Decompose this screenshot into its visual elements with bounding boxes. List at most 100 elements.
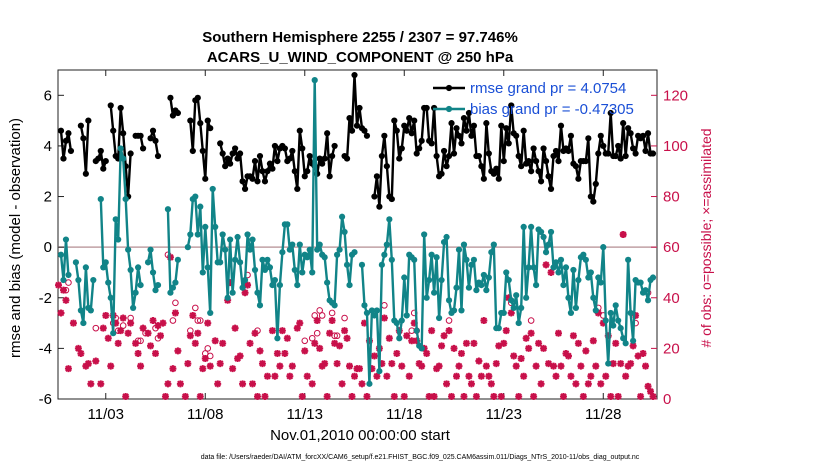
obs-assimilated-point: [323, 392, 331, 400]
obs-assimilated-point: [559, 392, 567, 400]
obs-assimilated-point: [321, 360, 329, 368]
bias-point: [314, 246, 321, 253]
obs-assimilated-point: [569, 332, 577, 340]
rmse-point: [525, 158, 532, 165]
y-left-tick-label: -4: [39, 340, 52, 357]
obs-assimilated-point: [607, 392, 615, 400]
bias-point: [401, 274, 408, 281]
rmse-point: [455, 132, 463, 139]
rmse-point: [239, 178, 246, 185]
bias-point: [637, 279, 644, 286]
obs-assimilated-point: [443, 380, 451, 388]
x-axis-label: Nov.01,2010 00:00:00 start: [270, 427, 451, 444]
obs-assimilated-point: [355, 365, 363, 373]
obs-assimilated-point: [298, 392, 306, 400]
bias-point: [617, 325, 624, 332]
obs-assimilated-point: [532, 362, 540, 370]
rmse-point: [493, 165, 500, 172]
chart-title-line2: ACARS_U_WIND_COMPONENT @ 250 hPa: [207, 49, 514, 66]
rmse-point: [617, 155, 624, 162]
rmse-point: [251, 158, 259, 165]
obs-assimilated-point: [438, 342, 446, 350]
rmse-point: [468, 132, 475, 139]
obs-assimilated-point: [256, 347, 264, 355]
obs-assimilated-point: [214, 380, 222, 388]
rmse-point: [351, 71, 358, 79]
rmse-point: [274, 158, 281, 165]
bias-point: [274, 335, 281, 342]
rmse-point: [82, 170, 89, 177]
obs-assimilated-point: [343, 334, 351, 342]
obs-assimilated-point: [554, 329, 562, 337]
bias-point: [480, 271, 487, 279]
rmse-point: [306, 152, 313, 160]
bias-point: [445, 297, 453, 304]
rmse-point: [289, 147, 296, 155]
rmse-point: [411, 117, 418, 124]
rmse-point: [361, 127, 368, 134]
bias-point: [217, 259, 224, 266]
obs-assimilated-point: [328, 317, 336, 325]
bias-point: [518, 304, 525, 311]
rmse-point: [575, 175, 582, 182]
obs-assimilated-point: [557, 362, 565, 370]
rmse-point: [545, 173, 552, 180]
obs-assimilated-point: [216, 360, 224, 368]
obs-assimilated-point: [363, 392, 371, 400]
bias-point: [371, 312, 378, 319]
bias-point: [264, 256, 271, 263]
obs-assimilated-point: [642, 362, 650, 370]
obs-assimilated-point: [525, 344, 533, 352]
obs-assimilated-point: [92, 357, 100, 365]
rmse-point: [107, 102, 114, 109]
rmse-point: [259, 168, 266, 175]
obs-assimilated-point: [609, 360, 617, 368]
footnote-data-file: data file: /Users/raeder/DAI/ATM_forcXX/…: [201, 454, 640, 461]
rmse-point: [632, 150, 639, 157]
rmse-point: [204, 117, 211, 124]
obs-assimilated-point: [261, 392, 269, 400]
obs-assimilated-point: [485, 372, 493, 380]
rmse-point: [605, 150, 612, 157]
obs-assimilated-point: [132, 339, 140, 347]
obs-assimilated-point: [303, 372, 311, 380]
obs-assimilated-point: [619, 231, 627, 238]
obs-possible-point: [316, 307, 323, 314]
obs-assimilated-point: [490, 392, 498, 400]
rmse-point: [80, 135, 87, 142]
bias-point: [393, 319, 400, 327]
obs-assimilated-point: [373, 372, 381, 380]
rmse-point: [67, 147, 75, 155]
rmse-point: [373, 173, 381, 180]
rmse-point: [622, 152, 629, 160]
obs-assimilated-point: [244, 281, 252, 289]
obs-possible-point: [527, 317, 535, 324]
rmse-point: [408, 130, 415, 137]
rmse-point: [443, 163, 450, 170]
rmse-point: [202, 175, 209, 182]
obs-assimilated-point: [527, 329, 535, 337]
obs-assimilated-point: [229, 365, 237, 373]
rmse-legend-label: rmse grand pr = 4.0754: [470, 80, 626, 97]
rmse-point: [537, 178, 545, 185]
bias-point: [117, 145, 124, 152]
y-right-tick-label: 0: [663, 391, 671, 408]
obs-assimilated-point: [403, 332, 411, 340]
obs-assimilated-point: [189, 311, 197, 319]
obs-assimilated-point: [599, 319, 607, 327]
rmse-point: [627, 130, 634, 137]
obs-assimilated-point: [326, 329, 334, 337]
obs-assimilated-point: [117, 327, 125, 335]
rmse-point: [448, 120, 455, 127]
bias-point: [428, 251, 435, 258]
obs-assimilated-point: [281, 349, 289, 357]
obs-assimilated-point: [276, 362, 284, 370]
rmse-line: [79, 120, 90, 176]
obs-assimilated-point: [99, 324, 107, 332]
obs-assimilated-point: [313, 317, 321, 325]
rmse-point: [625, 125, 632, 132]
obs-possible-point: [194, 317, 202, 324]
obs-assimilated-point: [62, 296, 70, 304]
obs-assimilated-point: [435, 362, 443, 370]
